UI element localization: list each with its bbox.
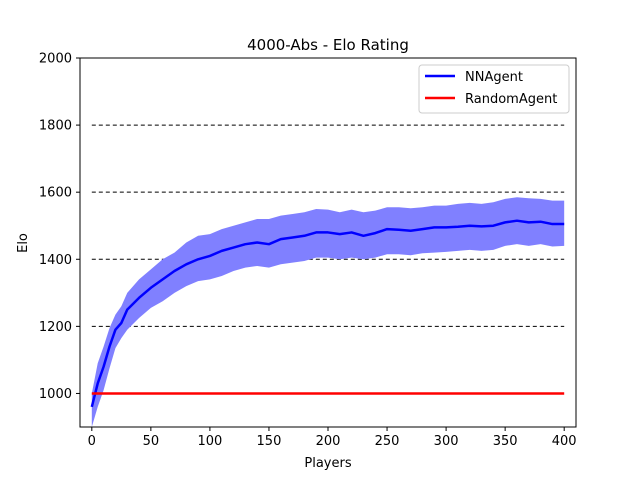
y-axis-label: Elo	[16, 233, 31, 253]
x-axis-ticks: 0 50 100 150 200 250 300 350 400	[88, 427, 577, 449]
x-tick-label: 200	[316, 434, 341, 449]
x-tick-label: 300	[434, 434, 459, 449]
y-tick-label: 1200	[39, 320, 72, 335]
y-tick-label: 1400	[39, 253, 72, 268]
legend: NNAgent RandomAgent	[418, 64, 570, 114]
legend-label-randomagent: RandomAgent	[465, 92, 557, 107]
series-line-nnagent	[90, 219, 565, 408]
x-tick-label: 150	[257, 434, 282, 449]
y-tick-label: 1000	[39, 387, 72, 402]
y-tick-label: 2000	[39, 52, 72, 67]
x-tick-label: 250	[375, 434, 400, 449]
x-tick-label: 350	[493, 434, 518, 449]
x-tick-label: 50	[143, 434, 160, 449]
y-tick-label: 1800	[39, 119, 72, 134]
x-tick-label: 100	[197, 434, 222, 449]
x-tick-label: 400	[552, 434, 577, 449]
y-tick-label: 1600	[39, 186, 72, 201]
x-axis-label: Players	[304, 456, 351, 471]
x-tick-label: 0	[88, 434, 96, 449]
series-layer	[90, 219, 565, 408]
legend-box	[418, 64, 570, 114]
chart-title: 4000-Abs - Elo Rating	[247, 36, 409, 54]
y-axis-ticks: 1000 1200 1400 1600 1800 2000	[39, 52, 80, 402]
legend-label-nnagent: NNAgent	[465, 70, 523, 85]
